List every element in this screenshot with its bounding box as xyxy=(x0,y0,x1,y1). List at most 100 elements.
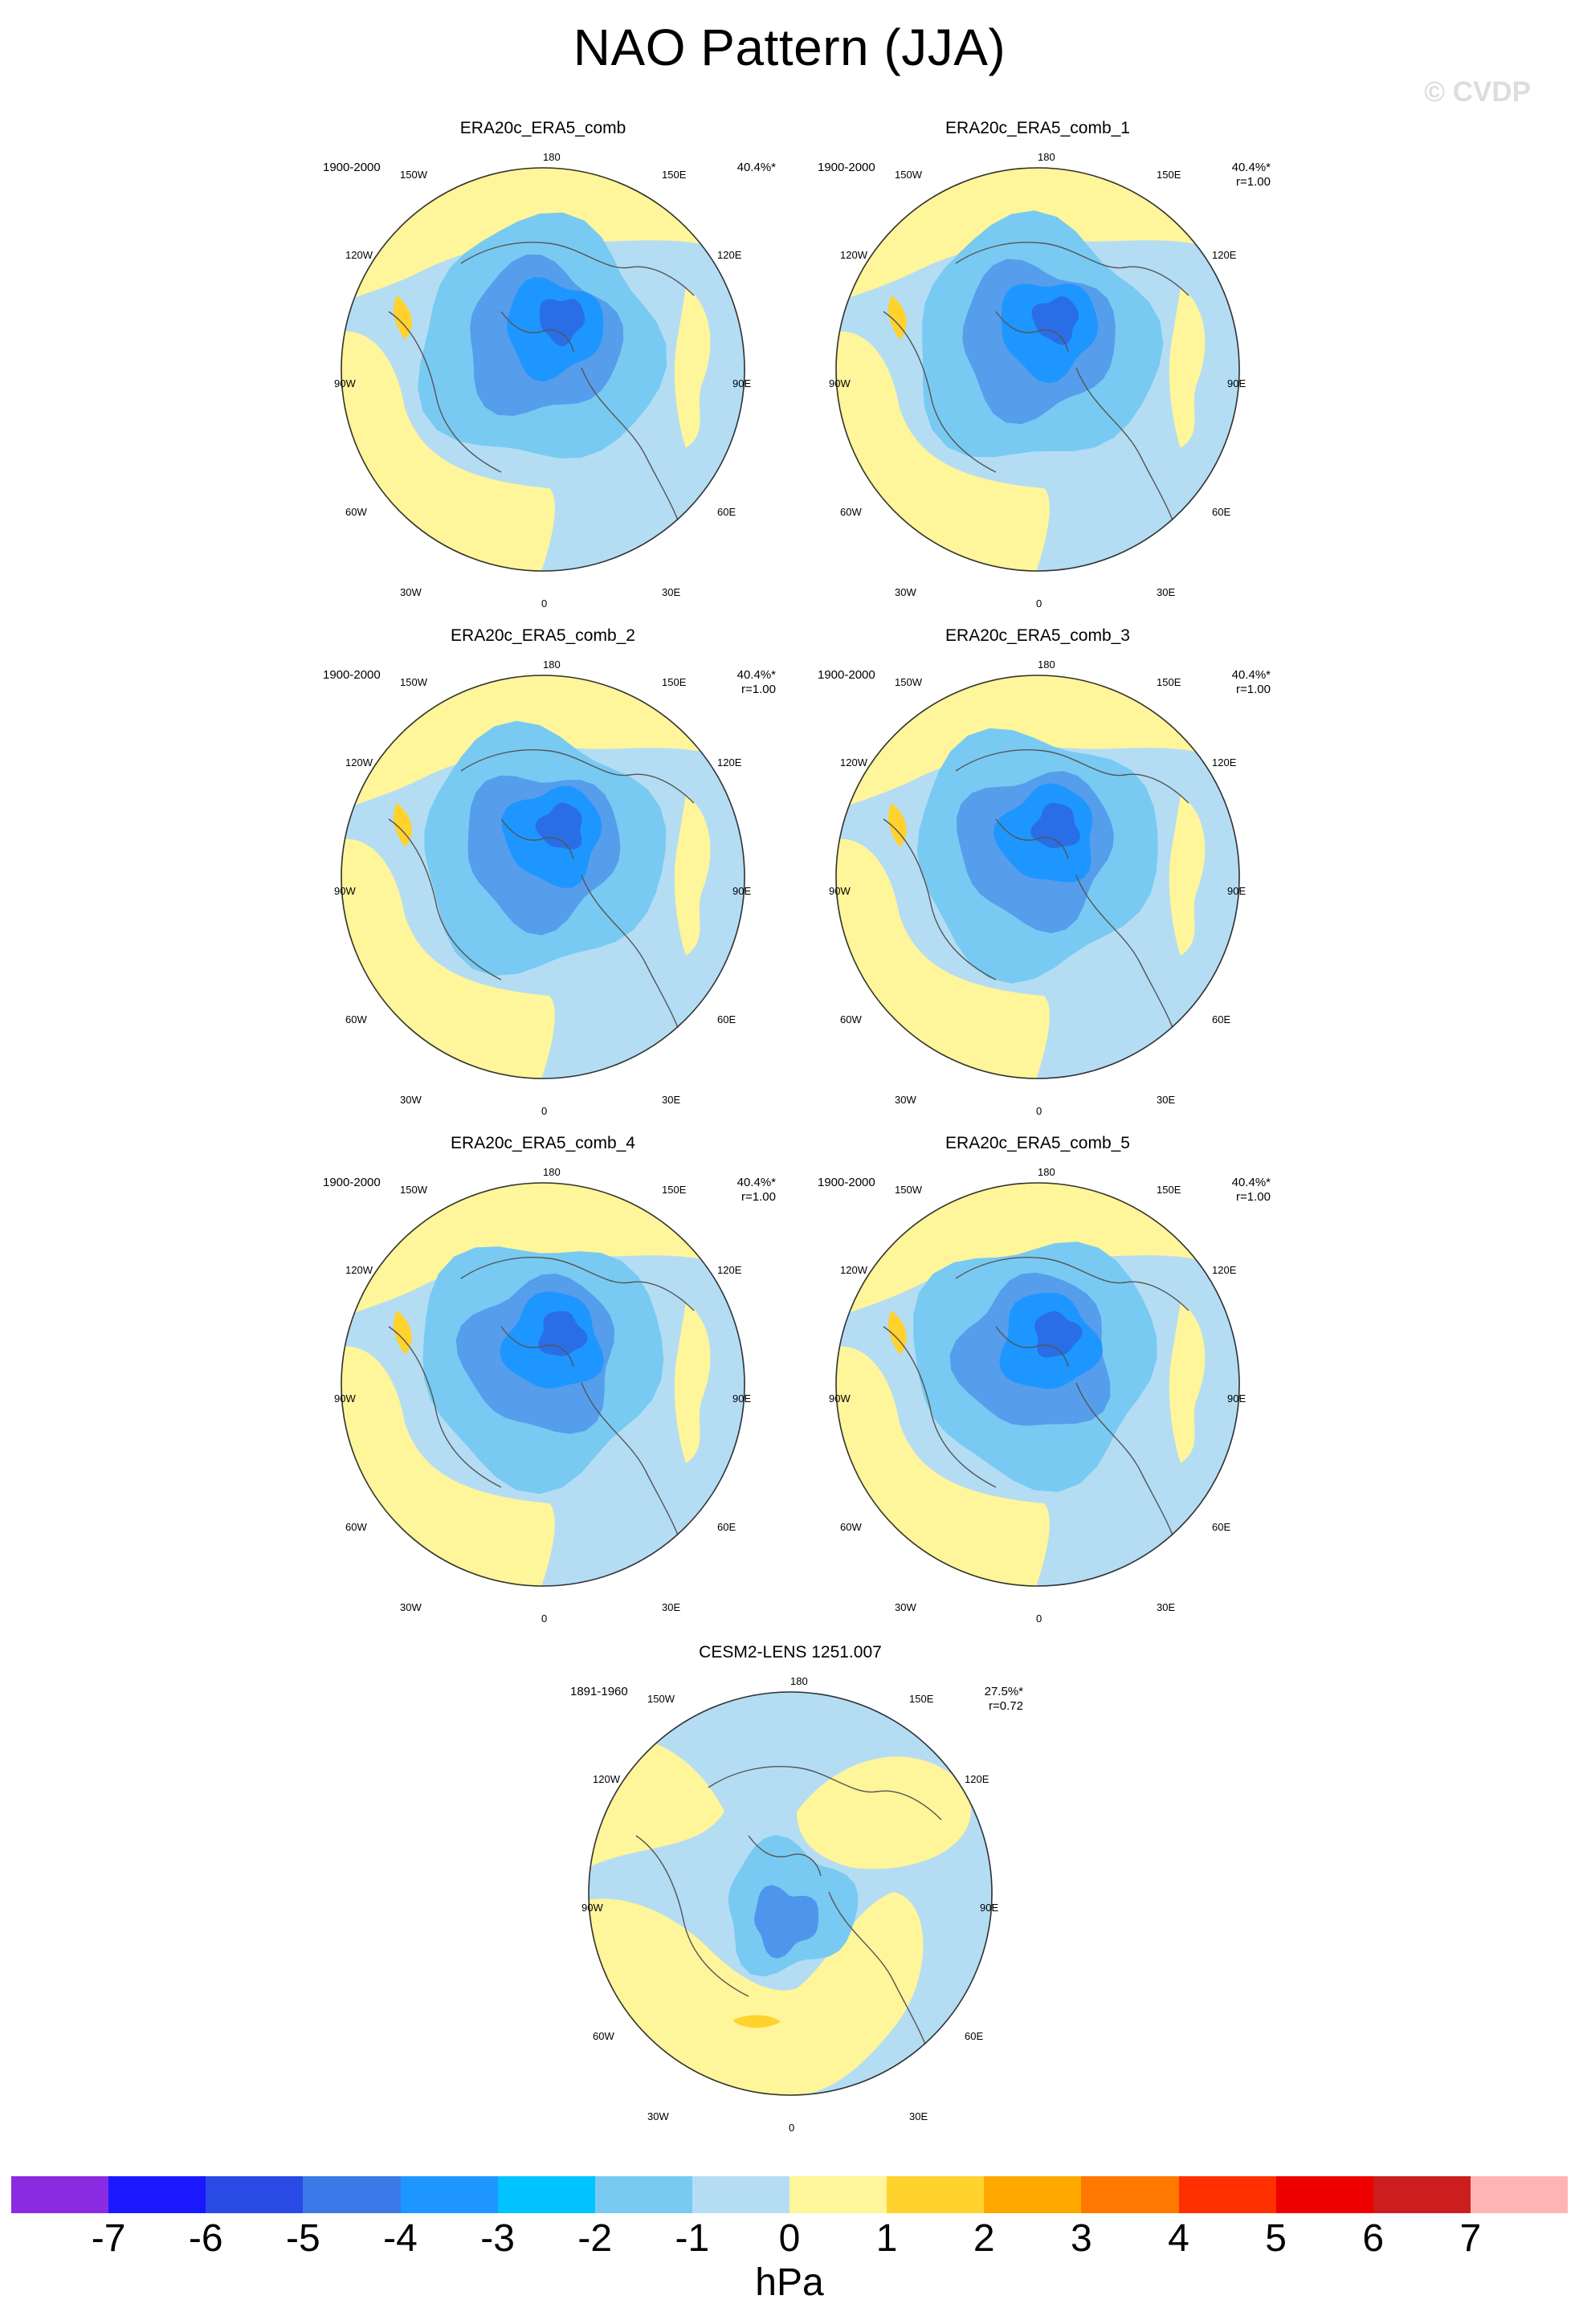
explained-variance: 40.4%* xyxy=(1231,161,1271,174)
colorbar-tick-label: 0 xyxy=(778,2217,801,2260)
map-label-left-low: 60W xyxy=(840,506,862,518)
colorbar-swatch xyxy=(303,2176,401,2213)
map-label-right-high: 120E xyxy=(1212,756,1237,769)
map-label-left-low: 60W xyxy=(345,1013,367,1025)
map-label-right-low: 60E xyxy=(1212,506,1231,518)
map-label-upper-right: 150E xyxy=(909,1693,934,1705)
map-label-right-low: 60E xyxy=(1212,1521,1231,1533)
explained-variance: 40.4%* xyxy=(736,668,776,682)
map-label-left: 90W xyxy=(581,1902,603,1914)
explained-variance: 40.4%* xyxy=(736,1176,776,1189)
colorbar-swatch xyxy=(11,2176,109,2213)
map-label-lower-right: 30E xyxy=(1157,1094,1176,1106)
panel-title: ERA20c_ERA5_comb_3 xyxy=(945,626,1130,645)
map-label-left-low: 60W xyxy=(345,506,367,518)
map-label-lower-right: 30E xyxy=(662,586,681,598)
map-label-top: 180 xyxy=(543,151,561,163)
map-label-right-high: 120E xyxy=(717,756,742,769)
colorbar-swatch xyxy=(206,2176,304,2213)
colorbar-swatch xyxy=(1275,2176,1373,2213)
colorbar-tick-label: 2 xyxy=(973,2217,995,2260)
colorbar-swatch xyxy=(1470,2176,1568,2213)
map-label-right: 90E xyxy=(980,1902,999,1914)
explained-variance: 40.4%* xyxy=(736,161,776,174)
map-panel: ERA20c_ERA5_comb_5 1900-2000 40.4%* r=1.00 1… xyxy=(818,1134,1271,1632)
map-panel: ERA20c_ERA5_comb_2 1900-2000 40.4%* r=1.00 1… xyxy=(323,626,776,1124)
map-label-right: 90E xyxy=(732,377,752,389)
colorbar-swatch xyxy=(692,2176,790,2213)
map-label-lower-right: 30E xyxy=(1157,1601,1176,1613)
map-label-left-low: 60W xyxy=(593,2030,614,2042)
map-label-lower-left: 30W xyxy=(647,2110,669,2122)
panel-title: CESM2-LENS 1251.007 xyxy=(699,1643,882,1661)
polar-map xyxy=(835,167,1240,572)
map-label-right-high: 120E xyxy=(1212,249,1237,261)
colorbar-tick-label: 3 xyxy=(1071,2217,1092,2260)
map-label-left: 90W xyxy=(334,377,356,389)
colorbar-tick-label: 5 xyxy=(1265,2217,1287,2260)
map-label-left-high: 120W xyxy=(345,1264,373,1276)
colorbar-tick-label: -3 xyxy=(480,2217,515,2260)
panel-period: 1900-2000 xyxy=(818,161,875,174)
watermark: © CVDP xyxy=(1424,76,1531,108)
map-label-right: 90E xyxy=(732,885,752,897)
map-label-lower-right: 30E xyxy=(662,1094,681,1106)
colorbar-tick-label: 4 xyxy=(1168,2217,1189,2260)
map-label-left-high: 120W xyxy=(840,1264,867,1276)
panel-title: ERA20c_ERA5_comb_4 xyxy=(451,1134,635,1152)
map-label-upper-left: 150W xyxy=(647,1693,675,1705)
map-label-right-low: 60E xyxy=(717,1521,736,1533)
map-label-upper-right: 150E xyxy=(1157,676,1181,688)
map-label-left-low: 60W xyxy=(840,1013,862,1025)
panel-period: 1900-2000 xyxy=(323,1176,381,1189)
colorbar-swatch xyxy=(887,2176,985,2213)
colorbar-tick-label: 7 xyxy=(1459,2217,1482,2260)
map-label-right-low: 60E xyxy=(717,1013,736,1025)
map-label-lower-left: 30W xyxy=(400,1094,422,1106)
map-label-top: 180 xyxy=(1038,1166,1055,1178)
colorbar-swatch xyxy=(108,2176,206,2213)
colorbar-swatch xyxy=(1373,2176,1471,2213)
map-label-right-low: 60E xyxy=(717,506,736,518)
map-label-lower-left: 30W xyxy=(895,1601,916,1613)
map-label-left-low: 60W xyxy=(345,1521,367,1533)
colorbar-swatch xyxy=(594,2176,692,2213)
colorbar-tick-label: -1 xyxy=(675,2217,710,2260)
map-label-right: 90E xyxy=(1227,377,1246,389)
figure-title: NAO Pattern (JJA) xyxy=(573,18,1006,76)
map-label-left: 90W xyxy=(829,377,851,389)
map-label-upper-right: 150E xyxy=(662,1184,687,1196)
map-label-bottom: 0 xyxy=(541,1105,548,1117)
map-label-left: 90W xyxy=(334,1392,356,1405)
colorbar-tick-label: 1 xyxy=(875,2217,898,2260)
map-label-top: 180 xyxy=(543,1166,561,1178)
explained-variance: 40.4%* xyxy=(1231,668,1271,682)
colorbar-swatch xyxy=(1081,2176,1179,2213)
map-label-top: 180 xyxy=(790,1675,808,1687)
map-label-upper-right: 150E xyxy=(662,676,687,688)
map-label-bottom: 0 xyxy=(541,597,548,610)
map-label-left-high: 120W xyxy=(840,249,867,261)
pattern-correlation: r=1.00 xyxy=(741,1190,776,1204)
polar-map xyxy=(341,1182,745,1587)
colorbar-tick-label: -7 xyxy=(91,2217,126,2260)
colorbar-swatch xyxy=(984,2176,1082,2213)
panel-period: 1900-2000 xyxy=(818,668,875,682)
pattern-correlation: r=1.00 xyxy=(1236,683,1271,696)
pattern-correlation: r=1.00 xyxy=(1236,1190,1271,1204)
map-panel: ERA20c_ERA5_comb_3 1900-2000 40.4%* r=1.00 1… xyxy=(818,626,1271,1124)
map-label-top: 180 xyxy=(1038,151,1055,163)
colorbar-swatch xyxy=(497,2176,595,2213)
map-panel: ERA20c_ERA5_comb_1 1900-2000 40.4%* r=1.00 1… xyxy=(818,119,1271,617)
map-label-bottom: 0 xyxy=(1036,1105,1042,1117)
colorbar-tick-label: -5 xyxy=(286,2217,320,2260)
polar-map xyxy=(835,675,1240,1079)
map-label-left: 90W xyxy=(334,885,356,897)
colorbar-tick-label: -2 xyxy=(577,2217,613,2260)
map-panel: ERA20c_ERA5_comb_4 1900-2000 40.4%* r=1.00 1… xyxy=(323,1134,776,1632)
panel-period: 1900-2000 xyxy=(323,668,381,682)
map-label-right: 90E xyxy=(1227,885,1246,897)
map-label-right: 90E xyxy=(732,1392,752,1405)
colorbar xyxy=(11,2176,1568,2213)
explained-variance: 40.4%* xyxy=(1231,1176,1271,1189)
